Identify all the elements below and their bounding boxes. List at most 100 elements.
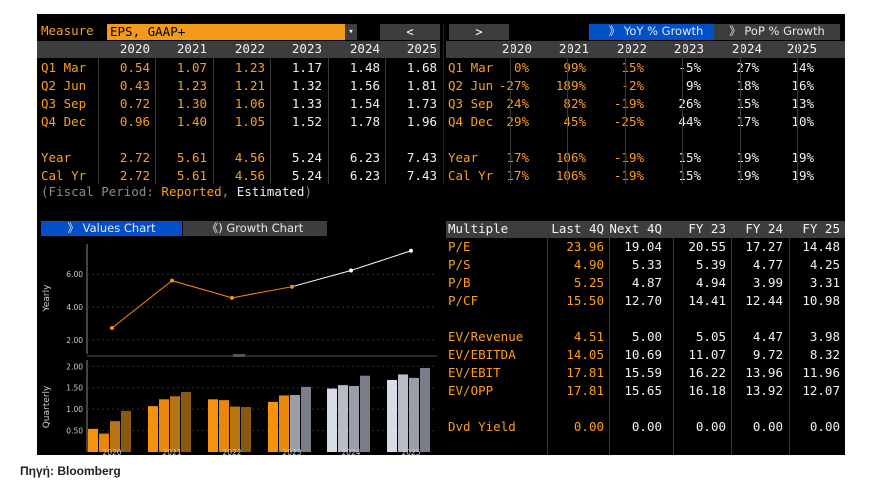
- grid-line: [609, 221, 610, 455]
- growth-year-header: 2022: [616, 41, 647, 56]
- multiples-cell: 8.32: [809, 347, 840, 362]
- measure-dropdown[interactable]: EPS, GAAP+ ▾: [107, 24, 357, 40]
- eps-cell: 1.56: [349, 78, 380, 93]
- eps-cell: 5.24: [291, 150, 322, 165]
- multiples-cell: 12.70: [624, 293, 662, 308]
- quarterly-bar: [230, 406, 240, 452]
- grid-line: [625, 41, 626, 184]
- previous-period-button[interactable]: <: [380, 24, 440, 40]
- multiples-cell: 15.65: [624, 383, 662, 398]
- eps-row-label: Q1 Mar: [41, 60, 87, 75]
- multiples-cell: 4.77: [752, 257, 783, 272]
- measure-value: EPS, GAAP+: [110, 24, 186, 39]
- tab-growth-chart[interactable]: 《) Growth Chart: [183, 221, 327, 237]
- eps-cell: 1.52: [291, 114, 322, 129]
- growth-cell: -5%: [678, 60, 701, 75]
- eps-cell: 1.54: [349, 96, 380, 111]
- eps-chart: 2.00 4.00 6.00 Yearly 0.50 1.00 1.50 2.00 Quarte…: [37, 236, 441, 455]
- ytick-label-quarterly: 1.50: [66, 384, 83, 393]
- eps-cell: 1.17: [291, 60, 322, 75]
- multiples-cell: 13.96: [745, 365, 783, 380]
- growth-cell: 15%: [736, 96, 759, 111]
- multiples-cell: 12.44: [745, 293, 783, 308]
- eps-row-label: Q3 Sep: [41, 96, 87, 111]
- line-point: [290, 284, 294, 289]
- grid-line: [213, 41, 214, 184]
- quarterly-bar: [349, 386, 359, 452]
- multiples-cell: 10.69: [624, 347, 662, 362]
- quarterly-bar: [327, 388, 337, 452]
- eps-cell: 1.30: [176, 96, 207, 111]
- multiples-cell: 9.72: [752, 347, 783, 362]
- eps-cell: 1.23: [234, 60, 265, 75]
- fiscal-note-reported: Reported: [161, 184, 222, 199]
- quarterly-bar: [420, 368, 430, 452]
- quarterly-bar: [181, 392, 191, 452]
- tab-pop-growth[interactable]: 》 PoP % Growth: [714, 24, 840, 40]
- growth-row-label: Q3 Sep: [448, 96, 494, 111]
- growth-cell: 19%: [736, 150, 759, 165]
- tab-yoy-growth[interactable]: 》 YoY % Growth: [589, 24, 723, 40]
- fiscal-note-close: ): [304, 184, 312, 199]
- eps-row-label: Q4 Dec: [41, 114, 87, 129]
- tab-values-chart[interactable]: 》 Values Chart: [41, 221, 182, 237]
- growth-cell: 17%: [506, 168, 529, 183]
- ytick-label-yearly: 2.00: [66, 336, 83, 345]
- multiples-cell: 4.25: [809, 257, 840, 272]
- line-point: [230, 295, 234, 300]
- growth-cell: 10%: [791, 114, 814, 129]
- multiples-cell: 12.07: [802, 383, 840, 398]
- eps-cell: 1.06: [234, 96, 265, 111]
- eps-cell: 7.43: [406, 168, 437, 183]
- grid-line: [567, 41, 568, 184]
- growth-cell: 18%: [736, 78, 759, 93]
- multiples-cell: 17.27: [745, 239, 783, 254]
- eps-cell: 0.96: [119, 114, 150, 129]
- multiples-cell: 15.59: [624, 365, 662, 380]
- quarterly-bar: [148, 406, 158, 452]
- grid-line: [328, 41, 329, 184]
- eps-cell: 6.23: [349, 168, 380, 183]
- multiples-cell: 10.98: [802, 293, 840, 308]
- eps-cell: 5.61: [176, 150, 207, 165]
- growth-cell: 13%: [791, 96, 814, 111]
- eps-cell: 1.73: [406, 96, 437, 111]
- eps-cell: 1.21: [234, 78, 265, 93]
- ylabel-quarterly: Quarterly: [42, 385, 52, 428]
- series-line-segment: [231, 286, 293, 299]
- multiples-cell: 23.96: [566, 239, 604, 254]
- eps-year-header: 2022: [234, 41, 265, 56]
- growth-year-header: 2024: [731, 41, 762, 56]
- measure-label: Measure: [41, 23, 94, 38]
- growth-row-label: Cal Yr: [448, 168, 494, 183]
- multiples-row-label: P/E: [448, 239, 471, 254]
- multiples-cell: 13.92: [745, 383, 783, 398]
- chevron-down-icon[interactable]: ▾: [345, 24, 357, 40]
- growth-cell: 17%: [506, 150, 529, 165]
- xtick-label: 2023: [282, 448, 301, 455]
- multiples-cell: 4.94: [695, 275, 726, 290]
- growth-row-label: Q2 Jun: [448, 78, 494, 93]
- multiples-cell: 5.33: [631, 257, 662, 272]
- eps-cell: 1.33: [291, 96, 322, 111]
- eps-cell: 0.43: [119, 78, 150, 93]
- source-caption: Πηγή: Bloomberg: [20, 464, 121, 478]
- xtick-label: 2022: [222, 448, 241, 455]
- growth-cell: 106%: [555, 168, 586, 183]
- growth-cell: -19%: [613, 96, 644, 111]
- xtick-label: 2024: [341, 448, 360, 455]
- eps-cell: 1.48: [349, 60, 380, 75]
- multiples-row-label: EV/OPP: [448, 383, 494, 398]
- growth-cell: 24%: [506, 96, 529, 111]
- multiples-cell: 0.00: [631, 419, 662, 434]
- next-period-button[interactable]: >: [449, 24, 509, 40]
- growth-cell: 26%: [678, 96, 701, 111]
- multiples-row-label: P/CF: [448, 293, 479, 308]
- multiples-cell: 5.25: [573, 275, 604, 290]
- multiples-cell: 5.00: [631, 329, 662, 344]
- grid-line: [155, 41, 156, 184]
- grid-line: [547, 221, 548, 455]
- multiples-cell: 14.05: [566, 347, 604, 362]
- multiples-header-col: FY 24: [745, 221, 783, 236]
- growth-cell: 27%: [736, 60, 759, 75]
